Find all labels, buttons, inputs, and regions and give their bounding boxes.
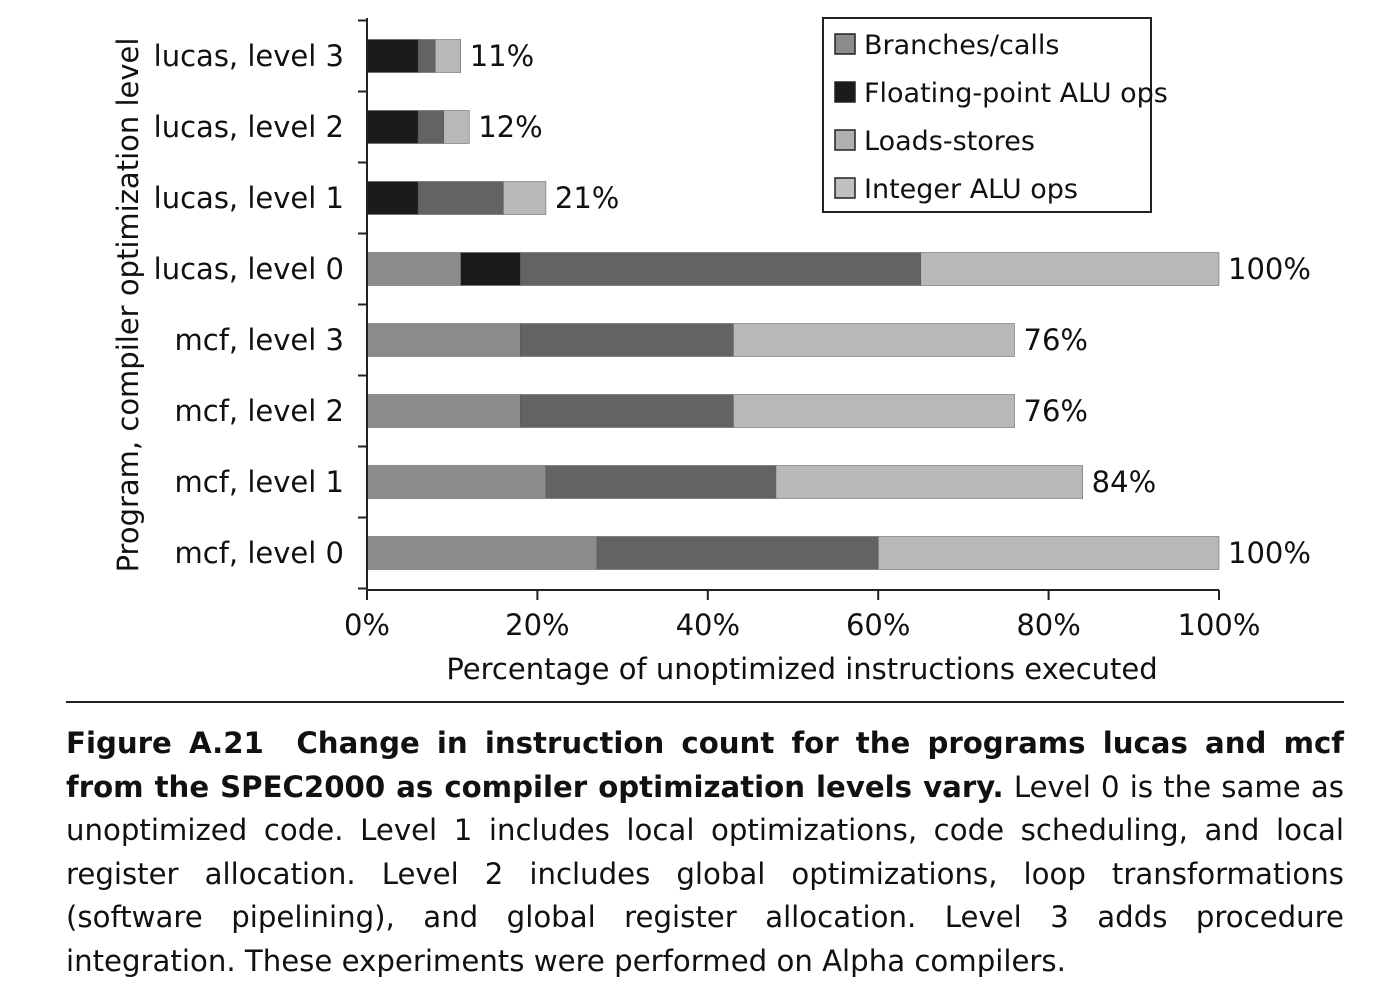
bar-segment-3-1 [460,252,521,286]
bar-segment-4-0 [366,323,521,357]
bar-segment-0-3 [434,39,461,73]
figure-title: Change in instruction count for the prog… [66,726,1344,804]
category-label: lucas, level 0 [154,252,344,286]
bar-total-label: 12% [478,110,542,144]
bar-segment-5-0 [366,394,521,428]
bar-segment-2-1 [366,181,419,215]
bar-segment-1-1 [366,110,419,144]
category-label: lucas, level 3 [154,39,344,73]
category-label: mcf, level 0 [175,536,344,570]
bar-total-label: 84% [1092,465,1156,499]
x-tick-label: 60% [846,608,910,642]
x-tick-label: 100% [1178,608,1261,642]
x-tick-label: 0% [344,608,390,642]
category-label: lucas, level 1 [154,181,344,215]
bar-segment-7-0 [366,536,598,570]
legend-swatch [834,177,856,199]
bar-segment-4-2 [520,323,734,357]
legend-swatch [834,33,856,55]
category-label: mcf, level 3 [175,323,344,357]
legend-swatch [834,129,856,151]
figure-body: Level 0 is the same as unoptimized code.… [66,769,1345,978]
stacked-bar-chart: Program, compiler optimization level 0% 2… [111,17,1311,686]
bar-segment-0-2 [417,39,436,73]
bar-segment-5-3 [733,394,1015,428]
bar-total-label: 100% [1228,252,1311,286]
x-tick-label: 40% [676,608,740,642]
figure-label: Figure A.21 [66,726,264,760]
y-axis-title: Program, compiler optimization level [111,38,145,573]
bar-segment-2-3 [503,181,547,215]
bar-segment-1-3 [443,110,470,144]
bar-segment-7-3 [877,536,1220,570]
legend-label: Branches/calls [864,30,1059,61]
bar-segment-2-2 [417,181,504,215]
bar-total-label: 100% [1228,536,1311,570]
bar-segment-6-0 [366,465,547,499]
legend-box [822,17,1152,213]
legend-label: Loads-stores [864,126,1035,157]
bar-segment-4-3 [733,323,1015,357]
bar-segment-0-1 [366,39,419,73]
category-label: mcf, level 1 [175,465,344,499]
bar-total-label: 21% [555,181,619,215]
x-tick-label: 20% [505,608,569,642]
bar-total-label: 11% [470,39,534,73]
legend-label: Floating-point ALU ops [864,78,1168,109]
bar-segment-7-2 [596,536,879,570]
category-label: lucas, level 2 [154,110,344,144]
category-label: mcf, level 2 [175,394,344,428]
bar-total-label: 76% [1024,323,1088,357]
bar-segment-1-2 [417,110,444,144]
bar-segment-6-3 [775,465,1083,499]
bar-segment-3-0 [366,252,461,286]
caption-divider [66,701,1344,703]
legend-label: Integer ALU ops [864,174,1078,205]
bar-segment-3-3 [920,252,1220,286]
bar-segment-3-2 [520,252,922,286]
bar-segment-6-2 [545,465,777,499]
figure-caption: Figure A.21 Change in instruction count … [66,722,1344,983]
bar-segment-5-2 [520,394,734,428]
legend-swatch [834,81,856,103]
x-axis-title: Percentage of unoptimized instructions e… [446,652,1157,686]
bar-total-label: 76% [1024,394,1088,428]
x-tick-label: 80% [1016,608,1080,642]
